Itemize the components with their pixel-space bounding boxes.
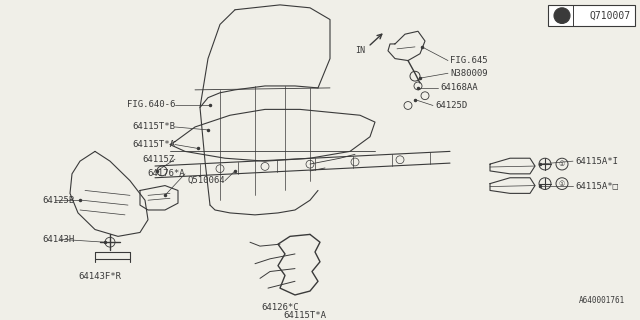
Text: ①: ① <box>559 161 565 167</box>
Text: 64125D: 64125D <box>435 101 467 110</box>
Bar <box>548 5 635 26</box>
Text: FIG.645: FIG.645 <box>450 56 488 65</box>
Text: A640001761: A640001761 <box>579 296 625 305</box>
Text: Q710007: Q710007 <box>589 11 630 20</box>
Text: 64143H: 64143H <box>42 235 74 244</box>
Text: Q510064: Q510064 <box>188 176 225 185</box>
Text: ①: ① <box>559 11 565 20</box>
Text: FIG.640-6: FIG.640-6 <box>127 100 175 109</box>
Text: 64115T*A: 64115T*A <box>132 140 175 149</box>
Text: 64168AA: 64168AA <box>440 84 477 92</box>
Text: 64115T*B: 64115T*B <box>132 123 175 132</box>
Text: 64125B: 64125B <box>42 196 74 205</box>
Text: 64176*A: 64176*A <box>147 169 185 178</box>
Text: N380009: N380009 <box>450 69 488 78</box>
Text: ①: ① <box>559 180 565 187</box>
Text: 64126*C: 64126*C <box>261 303 299 312</box>
Text: 64115A*□: 64115A*□ <box>575 181 618 190</box>
Text: 64115Z: 64115Z <box>143 155 175 164</box>
Text: 64143F*R: 64143F*R <box>79 271 122 281</box>
Text: 64115T*A: 64115T*A <box>284 311 326 320</box>
Text: 64115A*I: 64115A*I <box>575 157 618 166</box>
Text: IN: IN <box>355 46 365 55</box>
Circle shape <box>554 8 570 23</box>
